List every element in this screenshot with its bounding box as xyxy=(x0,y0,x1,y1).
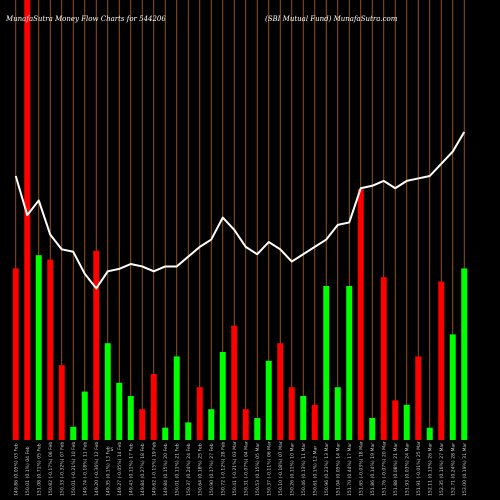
flow-bar xyxy=(127,396,134,440)
axis-marker: s xyxy=(110,446,113,453)
x-tick-label: 149.20 (-0.36%) 12 Feb xyxy=(94,442,100,496)
price-line-layer xyxy=(14,131,466,290)
x-tick-label: 150.96 (0.23%) 13 Mar xyxy=(324,443,330,496)
flow-bar xyxy=(380,277,387,440)
x-tick-label: 150.61 (0.1%) 12 Mar xyxy=(312,446,318,496)
x-tick-label: 150.82 (-0.17%) 06 Feb xyxy=(48,442,54,496)
x-tick-label: 150.01 (-0.21%) 10 Feb xyxy=(71,442,77,496)
x-tick-label: 149.84 (0.15%) 20 Feb xyxy=(163,443,169,496)
x-tick-label: 150.72 (-0.12%) 28 Feb xyxy=(220,442,226,496)
x-tick-label: 150.41 (-0.21%) 03 Mar xyxy=(232,441,238,496)
flow-bar xyxy=(185,422,192,440)
x-tick-label: 149.62 (-0.15%) 19 Feb xyxy=(151,442,157,496)
x-tick-label: 149.74 (-0.18%) 11 Feb xyxy=(82,442,88,496)
x-tick-label: 149.84 (0.27%) 18 Feb xyxy=(140,443,146,496)
flow-bar xyxy=(461,268,468,440)
chart-title: MunafaSutra Money Flow Charts for 544206 xyxy=(6,15,166,23)
x-tick-label: 150.33 (-0.32%) 07 Feb xyxy=(59,442,65,496)
flow-bar xyxy=(173,356,180,440)
x-tick-label: 151.08 (0.71%) 05 Feb xyxy=(36,443,42,496)
flow-bar xyxy=(24,0,31,440)
flow-bar xyxy=(150,374,157,440)
flow-bar xyxy=(323,286,330,440)
x-tick-label: 150.26 (0.11%) 10 Mar xyxy=(289,443,295,496)
flow-bar xyxy=(300,396,307,440)
flow-bar xyxy=(415,356,422,440)
flow-bar xyxy=(392,400,399,440)
x-tick-label: 150.46 (0.13%) 11 Mar xyxy=(301,443,307,496)
x-tick-label: 151.88 (0.08%) 21 Mar xyxy=(393,443,399,496)
x-tick-label: 151.70 (0.44%) 17 Mar xyxy=(347,443,353,496)
flow-bar xyxy=(438,281,445,440)
chart-source: (SBI Mutual Fund) MunafaSutra.com xyxy=(265,15,398,23)
money-flow-bars xyxy=(12,0,468,440)
x-tick-label: 149.86 (0.05%) 03 Feb xyxy=(13,443,19,496)
flow-bar xyxy=(288,387,295,440)
flow-bar xyxy=(254,418,261,440)
x-tick-label: 152.35 (0.16%) 27 Mar xyxy=(439,443,445,496)
x-tick-label: 149.27 (-0.05%) 14 Feb xyxy=(117,442,123,496)
flow-bar xyxy=(369,418,376,440)
flow-bar xyxy=(12,268,19,440)
x-tick-label: 150.37 (-0.11%) 06 Mar xyxy=(266,441,272,496)
flow-bar xyxy=(219,352,226,440)
flow-bar xyxy=(242,409,249,440)
flow-bar xyxy=(81,391,88,440)
x-tick-label: 149.35 (0.1%) 13 Feb xyxy=(105,446,111,496)
x-tick-label: 150.01 (0.11%) 21 Feb xyxy=(174,443,180,496)
x-tick-label: 151.76 (-0.07%) 20 Mar xyxy=(381,441,387,496)
x-tick-label: 151.04 (0.05%) 14 Mar xyxy=(335,443,341,496)
x-tick-label: 150.90 (0.17%) 27 Feb xyxy=(209,443,215,496)
x-tick-labels: 149.86 (0.05%) 03 Feb 150.01 (0.1%) 04 Fe… xyxy=(13,441,468,496)
x-tick-label: 150.37 (0.24%) 24 Feb xyxy=(186,443,192,496)
flow-bar xyxy=(265,360,272,440)
x-tick-label: 150.53 (0.15%) 05 Mar xyxy=(255,443,261,496)
x-tick-label: 151.91 (-0.01%) 25 Mar xyxy=(416,441,422,496)
x-tick-label: 150.31 (-0.07%) 04 Mar xyxy=(243,441,249,496)
x-tick-label: 152.11 (0.13%) 26 Mar xyxy=(427,443,433,496)
flow-bar xyxy=(403,404,410,440)
flow-bar xyxy=(449,334,456,440)
x-tick-label: 151.86 (0.14%) 19 Mar xyxy=(370,443,376,496)
flow-bar xyxy=(70,426,77,440)
x-tick-label: 150.01 (0.1%) 04 Feb xyxy=(25,446,31,496)
x-tick-label: 153.00 (0.19%) 31 Mar xyxy=(462,443,468,496)
flow-bar xyxy=(104,343,111,440)
flow-bar xyxy=(277,343,284,440)
x-tick-label: 151.65 (-0.03%) 18 Mar xyxy=(358,441,364,496)
x-tick-label: 150.10 (-0.18%) 07 Mar xyxy=(278,441,284,496)
x-tick-label: 151.93 (0.03%) 24 Mar xyxy=(404,443,410,496)
flow-bar xyxy=(311,404,318,440)
flow-bar xyxy=(58,365,65,440)
flow-bar xyxy=(357,189,364,440)
flow-bar xyxy=(116,382,123,440)
flow-bar xyxy=(139,409,146,440)
flow-bar xyxy=(162,427,169,440)
x-tick-label: 152.71 (0.24%) 28 Mar xyxy=(450,443,456,496)
grid-lines xyxy=(15,0,465,440)
flow-bar xyxy=(346,286,353,440)
flow-bar xyxy=(208,409,215,440)
x-tick-label: 150.64 (0.18%) 25 Feb xyxy=(197,443,203,496)
price-line xyxy=(14,131,466,290)
flow-bar xyxy=(334,387,341,440)
flow-bar xyxy=(426,427,433,440)
flow-bar xyxy=(196,387,203,440)
x-tick-label: 149.43 (0.11%) 17 Feb xyxy=(128,443,134,496)
flow-bar xyxy=(93,250,100,440)
flow-bar xyxy=(231,325,238,440)
flow-bar xyxy=(47,259,54,440)
flow-bar xyxy=(35,255,42,440)
